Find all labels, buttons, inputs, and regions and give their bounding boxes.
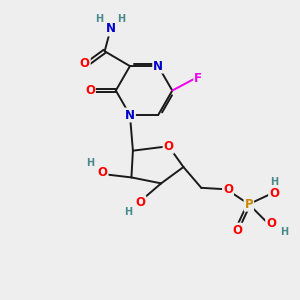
Text: O: O [85, 84, 95, 97]
Text: N: N [153, 60, 163, 73]
Text: O: O [98, 167, 108, 179]
Text: H: H [270, 177, 278, 187]
Text: O: O [269, 187, 279, 200]
Text: N: N [106, 22, 116, 35]
Text: H: H [117, 14, 125, 24]
Text: H: H [86, 158, 94, 168]
Text: H: H [124, 208, 132, 218]
Text: O: O [164, 140, 174, 153]
Text: P: P [244, 198, 253, 211]
Text: H: H [95, 14, 104, 24]
Text: N: N [125, 109, 135, 122]
Text: O: O [80, 57, 90, 70]
Text: O: O [232, 224, 242, 236]
Text: O: O [135, 196, 145, 209]
Text: F: F [194, 72, 202, 85]
Text: H: H [280, 227, 289, 237]
Text: O: O [266, 217, 276, 230]
Text: O: O [223, 183, 233, 196]
